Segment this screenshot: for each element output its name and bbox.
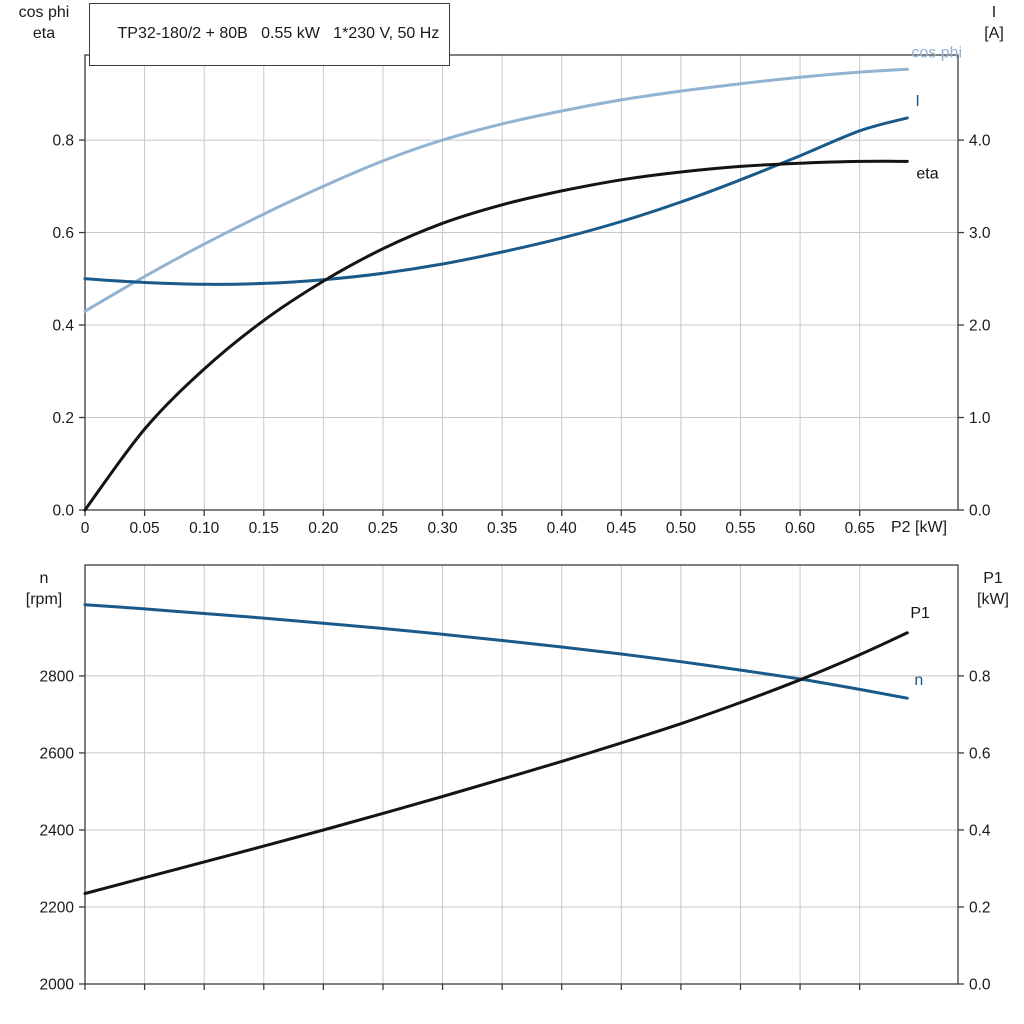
x-tick-label: 0.40 — [547, 520, 578, 537]
curve-label-i: I — [915, 93, 919, 110]
curve-i — [83, 116, 909, 286]
right-tick-label: 1.0 — [969, 410, 991, 427]
chart-title-box: TP32-180/2 + 80B 0.55 kW 1*230 V, 50 Hz — [89, 3, 451, 66]
axis-label-speed: n — [39, 570, 49, 587]
left-tick-label: 2000 — [40, 977, 75, 994]
top-chart-electrical-curves: 0.0 0.2 0.4 0.6 0.8 0.0 1.0 2.0 3.0 4.0 0 0.05 0.10 0… — [52, 44, 990, 537]
right-tick-label: 2.0 — [969, 318, 991, 335]
axis-label-cos-phi: cos phi — [18, 4, 70, 21]
axis-label-eta: eta — [32, 25, 56, 42]
left-tick-label: 0.8 — [52, 133, 74, 150]
bottom-left-axis-label: n [rpm] — [6, 568, 82, 610]
left-tick-label: 2200 — [40, 899, 75, 916]
x-tick-label: 0.25 — [368, 520, 398, 537]
axis-label-kw-unit: [kW] — [977, 591, 1009, 608]
x-tick-label: 0.20 — [308, 520, 339, 537]
left-tick-label: 0.6 — [52, 225, 74, 242]
bottom-chart-speed-power-curves: 2000 2200 2400 2600 2800 0.0 0.2 0.4 0.6 0.8 n P1 — [40, 564, 991, 994]
curve-label-n: n — [914, 672, 923, 689]
x-tick-label: 0.65 — [845, 520, 875, 537]
x-tick-label: 0.05 — [130, 520, 160, 537]
curve-p1 — [83, 631, 909, 895]
curve-cos-phi — [83, 67, 909, 313]
right-tick-label: 0.0 — [969, 977, 991, 994]
x-tick-label: 0.10 — [189, 520, 220, 537]
plot-frame — [84, 564, 959, 985]
curve-eta — [83, 159, 909, 512]
x-tick-label: 0.45 — [606, 520, 636, 537]
curve-label-p1: P1 — [910, 605, 930, 622]
left-tick-label: 0.2 — [52, 410, 74, 427]
x-tick-label: 0.15 — [249, 520, 279, 537]
chart-title: TP32-180/2 + 80B 0.55 kW 1*230 V, 50 Hz — [117, 25, 440, 42]
top-left-axis-label: cos phi eta — [6, 2, 82, 44]
right-tick-label: 0.4 — [969, 822, 991, 839]
right-tick-label: 3.0 — [969, 225, 991, 242]
x-tick-label: 0.55 — [725, 520, 755, 537]
right-tick-label: 0.8 — [969, 668, 991, 685]
curve-label-eta: eta — [916, 165, 938, 182]
left-tick-label: 2800 — [40, 668, 75, 685]
x-tick-label: 0.50 — [666, 520, 697, 537]
axis-label-rpm-unit: [rpm] — [25, 591, 63, 608]
axis-label-current: I — [991, 4, 997, 21]
top-right-axis-label: I [A] — [972, 2, 1016, 44]
plot-frame — [84, 54, 959, 511]
left-tick-label: 2400 — [40, 822, 75, 839]
x-tick-label: 0.35 — [487, 520, 517, 537]
left-tick-label: 2600 — [40, 745, 75, 762]
left-tick-label: 0.4 — [52, 318, 74, 335]
x-tick-label: 0.60 — [785, 520, 816, 537]
axis-label-ampere-unit: [A] — [984, 25, 1004, 42]
curve-label-cos-phi: cos phi — [911, 44, 962, 61]
right-tick-label: 0.0 — [969, 503, 991, 520]
x-tick-label: 0 — [81, 520, 90, 537]
curve-n — [83, 603, 909, 700]
right-tick-label: 4.0 — [969, 133, 991, 150]
right-tick-label: 0.2 — [969, 899, 991, 916]
left-tick-label: 0.0 — [52, 503, 74, 520]
right-tick-label: 0.6 — [969, 745, 991, 762]
x-tick-label: 0.30 — [427, 520, 458, 537]
axis-label-p1: P1 — [983, 570, 1003, 587]
bottom-right-axis-label: P1 [kW] — [968, 568, 1018, 610]
x-axis-unit-label: P2 [kW] — [891, 519, 948, 536]
